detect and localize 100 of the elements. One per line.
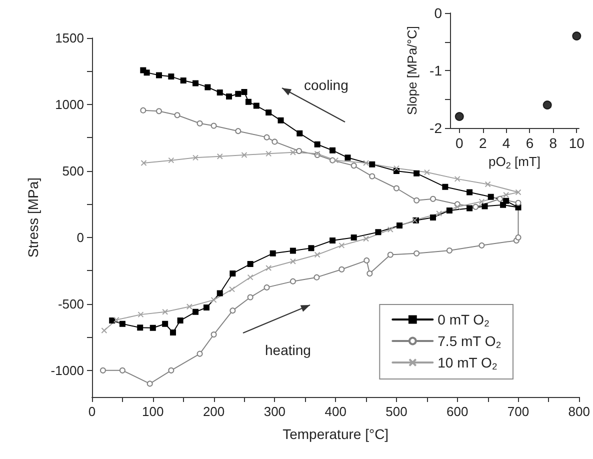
y-tick-label: -500 [58,296,84,312]
point [344,154,351,161]
point [330,147,336,154]
point [436,210,442,217]
annotation: cooling [304,77,348,93]
x-tick-label: 100 [142,404,164,419]
y-tick-label: 0 [434,5,442,21]
point [253,102,260,109]
point [414,250,420,256]
point [454,112,464,121]
point [266,265,272,272]
point [196,350,203,357]
point [375,229,382,236]
x-tick-label: 500 [386,404,408,419]
point [150,324,156,331]
point [387,226,394,232]
point [140,160,147,166]
point [101,328,108,334]
x-tick-label: 8 [549,135,558,151]
point [229,286,236,292]
point [503,198,510,204]
point [230,308,236,314]
point [503,192,510,198]
y-tick-label: -1000 [50,362,84,378]
point [454,204,460,210]
point [100,367,106,374]
point [272,138,278,145]
y-tick-label: 1500 [55,30,84,46]
point [350,162,357,169]
point [247,294,254,300]
point [482,203,488,210]
x-tick-label: 10 [568,135,585,151]
annotation: heating [265,342,311,358]
point [113,316,120,323]
point [424,169,430,176]
point [247,261,254,268]
point [364,257,370,264]
point [363,160,370,166]
point [478,242,485,248]
point [387,252,394,258]
point [170,330,176,336]
y-axis-title: Stress [MPa] [24,177,41,258]
point [168,157,174,164]
point [314,252,320,258]
point [216,290,223,296]
point [226,94,232,100]
point [230,270,236,276]
point [146,380,153,387]
point [140,67,146,74]
point [266,150,272,157]
point [446,247,452,254]
x-tick-label: 6 [526,135,534,151]
point [290,278,296,284]
point [366,270,373,276]
point [363,236,370,242]
point [430,214,436,220]
x-tick-label: 2 [478,135,487,151]
point [278,117,284,124]
point [138,312,144,318]
point [332,157,339,164]
point [192,154,199,161]
point [350,234,357,240]
point [156,72,162,78]
point [296,130,303,136]
point [515,189,522,196]
point [446,207,452,214]
point [264,134,270,140]
x-tick-label: 800 [568,404,590,419]
point [264,284,270,290]
point [137,324,144,331]
point [174,112,180,118]
point [290,258,296,264]
point [396,222,403,228]
point [414,197,420,204]
point [196,120,203,126]
point [478,198,485,205]
point [203,304,210,311]
point [180,78,186,84]
point [515,234,522,240]
point [393,185,400,192]
point [210,122,217,129]
point [235,128,242,134]
point [210,332,217,338]
y-tick-label: 500 [62,163,84,178]
point [210,296,217,303]
point [246,98,252,105]
x-tick-label: 300 [264,404,286,419]
point [119,367,126,374]
x-axis-title: Temperature [°C] [282,426,389,442]
x-tick-label: 700 [507,404,530,419]
point [192,308,199,315]
point [472,204,479,210]
point [542,100,552,110]
point [156,108,162,114]
point [162,308,168,315]
point [168,367,174,374]
point [192,80,199,86]
x-tick-label: 600 [446,404,468,419]
y-tick-label: -2 [430,120,442,136]
point [140,107,146,114]
